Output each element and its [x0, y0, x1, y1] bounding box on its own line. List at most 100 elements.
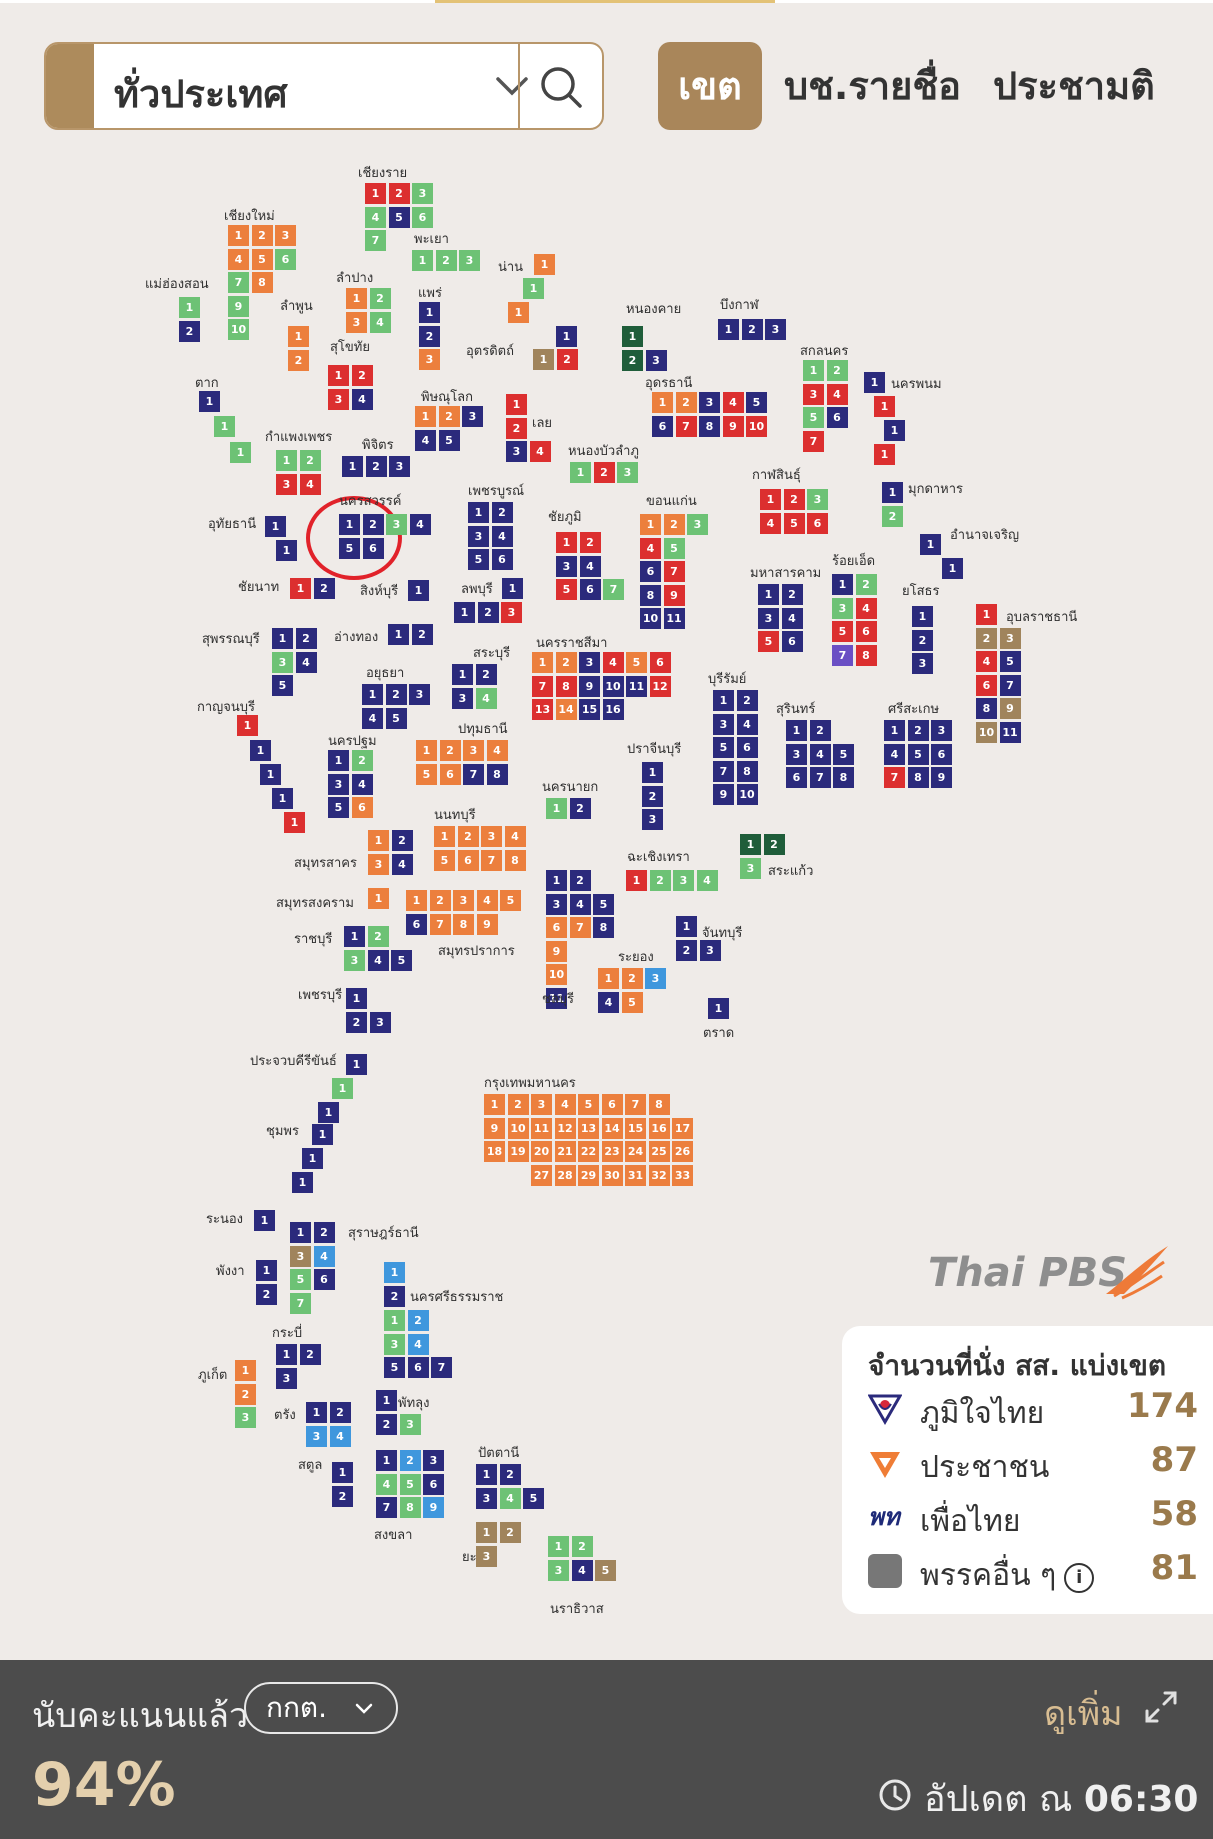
district-seat-cell[interactable]: 3 — [386, 514, 407, 535]
district-seat-cell[interactable]: 2 — [419, 325, 440, 347]
district-seat-cell[interactable]: 3 — [758, 607, 779, 629]
district-seat-cell[interactable]: 8 — [907, 767, 929, 788]
district-seat-cell[interactable]: 4 — [976, 651, 997, 672]
district-seat-cell[interactable]: 10 — [976, 721, 997, 743]
district-seat-cell[interactable]: 2 — [569, 798, 591, 819]
district-seat-cell[interactable]: 2 — [399, 1450, 421, 1471]
district-seat-cell[interactable]: 1 — [758, 584, 779, 605]
district-seat-cell[interactable]: 3 — [462, 406, 483, 427]
district-seat-cell[interactable]: 11 — [531, 1117, 552, 1139]
district-seat-cell[interactable]: 1 — [388, 624, 409, 645]
district-seat-cell[interactable]: 7 — [809, 767, 831, 788]
district-seat-cell[interactable]: 5 — [556, 579, 577, 600]
district-seat-cell[interactable]: 9 — [476, 913, 498, 935]
district-seat-cell[interactable]: 1 — [556, 326, 577, 347]
district-seat-cell[interactable]: 5 — [385, 707, 407, 729]
province-label[interactable]: น่าน — [498, 260, 524, 275]
district-seat-cell[interactable]: 1 — [532, 652, 553, 673]
district-seat-cell[interactable]: 2 — [855, 574, 877, 595]
district-seat-cell[interactable]: 2 — [251, 225, 273, 246]
district-seat-cell[interactable]: 5 — [783, 512, 805, 534]
province-label[interactable]: ชัยนาท — [238, 580, 280, 595]
district-seat-cell[interactable]: 7 — [365, 230, 386, 251]
district-seat-cell[interactable]: 3 — [409, 684, 430, 705]
district-seat-cell[interactable]: 6 — [439, 763, 461, 785]
province-label[interactable]: ตาก — [195, 376, 219, 391]
province-label[interactable]: กาญจนบุรี — [197, 700, 255, 715]
province-label[interactable]: แพร่ — [418, 286, 442, 301]
district-seat-cell[interactable]: 1 — [250, 740, 271, 761]
district-seat-cell[interactable]: 8 — [399, 1497, 421, 1518]
district-seat-cell[interactable]: 1 — [312, 1124, 333, 1145]
province-label[interactable]: หนองบัวลำภู — [568, 444, 639, 459]
province-label[interactable]: อุบลราชธานี — [1006, 610, 1078, 625]
district-seat-cell[interactable]: 2 — [329, 1402, 351, 1423]
district-seat-cell[interactable]: 1 — [214, 416, 235, 437]
district-seat-cell[interactable]: 7 — [675, 415, 697, 437]
district-seat-cell[interactable]: 5 — [758, 631, 779, 652]
district-seat-cell[interactable]: 1 — [284, 812, 305, 833]
district-seat-cell[interactable]: 5 — [468, 549, 489, 570]
district-seat-cell[interactable]: 4 — [598, 991, 619, 1013]
province-label[interactable]: เพชรบูรณ์ — [468, 484, 525, 499]
district-seat-cell[interactable]: 2 — [365, 456, 387, 477]
district-seat-cell[interactable]: 2 — [435, 250, 457, 271]
district-seat-cell[interactable]: 1 — [368, 888, 389, 909]
district-seat-cell[interactable]: 5 — [626, 652, 647, 673]
province-label[interactable]: ตรัง — [274, 1408, 296, 1423]
district-seat-cell[interactable]: 6 — [807, 512, 828, 534]
province-label[interactable]: อ่างทอง — [334, 630, 379, 645]
province-label[interactable]: ชลบุรี — [542, 992, 575, 1007]
district-seat-cell[interactable]: 1 — [290, 578, 311, 599]
district-seat-cell[interactable]: 1 — [882, 482, 903, 503]
province-label[interactable]: สงขลา — [374, 1528, 413, 1543]
district-seat-cell[interactable]: 1 — [376, 1390, 397, 1411]
district-seat-cell[interactable]: 31 — [625, 1164, 646, 1186]
district-seat-cell[interactable]: 8 — [648, 1094, 670, 1115]
district-seat-cell[interactable]: 7 — [832, 644, 853, 666]
district-seat-cell[interactable]: 3 — [459, 250, 480, 271]
district-seat-cell[interactable]: 1 — [254, 1210, 275, 1231]
district-seat-cell[interactable]: 5 — [907, 743, 929, 765]
district-seat-cell[interactable]: 8 — [736, 760, 758, 782]
province-label[interactable]: สิงห์บุรี — [360, 584, 399, 599]
district-seat-cell[interactable]: 10 — [736, 784, 758, 805]
district-seat-cell[interactable]: 3 — [506, 441, 527, 462]
district-seat-cell[interactable]: 2 — [376, 1413, 397, 1435]
district-seat-cell[interactable]: 9 — [722, 415, 744, 437]
district-seat-cell[interactable]: 3 — [476, 1545, 497, 1567]
district-seat-cell[interactable]: 1 — [260, 764, 281, 785]
district-seat-cell[interactable]: 8 — [833, 767, 854, 788]
district-seat-cell[interactable]: 3 — [786, 743, 807, 765]
district-seat-cell[interactable]: 5 — [833, 743, 854, 765]
district-seat-cell[interactable]: 3 — [389, 456, 410, 477]
province-label[interactable]: มหาสารคาม — [750, 566, 822, 581]
search-icon[interactable] — [538, 64, 584, 110]
district-seat-cell[interactable]: 7 — [569, 917, 591, 938]
district-seat-cell[interactable]: 8 — [251, 272, 273, 293]
district-seat-cell[interactable]: 1 — [302, 1148, 323, 1169]
district-seat-cell[interactable]: 7 — [228, 272, 249, 293]
district-seat-cell[interactable]: 4 — [855, 597, 877, 619]
district-seat-cell[interactable]: 1 — [476, 1522, 497, 1543]
district-seat-cell[interactable]: 3 — [275, 225, 296, 246]
district-seat-cell[interactable]: 1 — [376, 1450, 397, 1471]
district-seat-cell[interactable]: 11 — [626, 675, 647, 697]
district-seat-cell[interactable]: 6 — [601, 1094, 623, 1115]
province-label[interactable]: เลย — [532, 416, 553, 431]
district-seat-cell[interactable]: 1 — [272, 788, 293, 809]
district-seat-cell[interactable]: 1 — [332, 1078, 353, 1099]
district-seat-cell[interactable]: 3 — [453, 890, 474, 911]
district-seat-cell[interactable]: 4 — [579, 555, 601, 577]
district-seat-cell[interactable]: 4 — [228, 248, 249, 270]
district-seat-cell[interactable]: 1 — [365, 183, 386, 204]
district-seat-cell[interactable]: 3 — [344, 949, 365, 971]
district-seat-cell[interactable]: 4 — [376, 1473, 397, 1495]
district-seat-cell[interactable]: 2 — [621, 968, 643, 989]
chevron-down-icon[interactable] — [494, 74, 530, 98]
district-seat-cell[interactable]: 6 — [423, 1473, 444, 1495]
province-label[interactable]: ยโสธร — [902, 584, 940, 599]
district-seat-cell[interactable]: 12 — [554, 1117, 576, 1139]
district-seat-cell[interactable]: 1 — [328, 750, 349, 771]
district-seat-cell[interactable]: 2 — [556, 349, 578, 370]
